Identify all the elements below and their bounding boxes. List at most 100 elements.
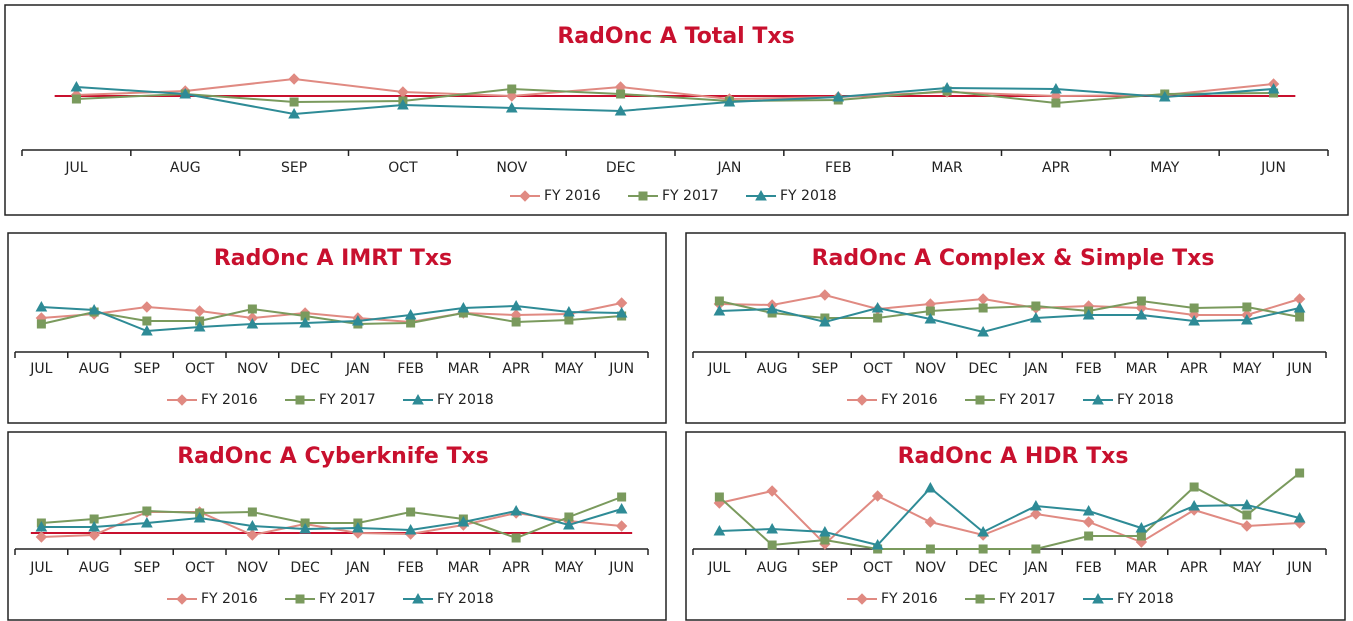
data-point [820, 535, 830, 545]
data-point [247, 304, 257, 314]
x-tick-label: JUN [608, 361, 634, 377]
data-point [924, 481, 937, 493]
x-tick-label: SEP [281, 160, 307, 176]
data-point [179, 87, 192, 99]
legend-label: FY 2016 [881, 591, 938, 607]
data-point [247, 507, 257, 517]
series-line [41, 302, 622, 324]
x-tick-label: JAN [1023, 560, 1048, 576]
data-point [404, 308, 417, 320]
x-tick-label: AUG [757, 361, 788, 377]
legend-marker [1092, 592, 1104, 604]
legend-marker [1092, 393, 1104, 405]
data-point [289, 97, 299, 107]
series-line [719, 299, 1300, 319]
series-line [41, 508, 622, 532]
data-point [246, 529, 259, 541]
x-tick-label: JAN [345, 560, 370, 576]
x-tick-label: MAY [1232, 361, 1262, 377]
data-point [564, 315, 574, 325]
series-line [719, 489, 1300, 546]
data-point [1031, 301, 1041, 311]
x-tick-label: MAY [554, 560, 584, 576]
data-point [873, 313, 883, 323]
x-tick-label: DEC [968, 361, 998, 377]
data-point [299, 316, 311, 328]
data-point [615, 306, 628, 318]
x-tick-label: AUG [170, 160, 201, 176]
x-tick-label: MAR [931, 160, 963, 176]
data-point [397, 98, 409, 110]
x-tick-label: DEC [606, 160, 636, 176]
data-point [1084, 531, 1094, 541]
data-point [404, 523, 417, 535]
data-point [1188, 499, 1200, 511]
data-point [35, 531, 48, 543]
x-tick-label: JUL [707, 361, 730, 377]
data-point [406, 318, 416, 328]
panel [685, 431, 1346, 621]
data-point [1242, 510, 1252, 520]
data-point [713, 524, 726, 536]
data-point [871, 301, 884, 313]
data-point [88, 303, 100, 315]
legend-marker [176, 593, 188, 605]
data-point [617, 492, 627, 502]
data-point [766, 522, 778, 534]
data-point [819, 315, 831, 327]
data-point [1082, 308, 1095, 320]
x-tick-label: FEB [397, 361, 424, 377]
data-point [832, 90, 845, 102]
data-point [563, 305, 575, 317]
data-point [193, 511, 206, 523]
data-point [511, 317, 521, 327]
x-tick-label: MAY [1232, 560, 1262, 576]
panel [7, 232, 667, 424]
x-tick-label: JAN [345, 361, 370, 377]
legend-label: FY 2018 [780, 188, 837, 204]
legend-label: FY 2018 [437, 591, 494, 607]
chart-title: RadOnc A Complex & Simple Txs [812, 246, 1215, 271]
data-point [614, 104, 627, 116]
data-point [713, 304, 726, 316]
data-point [511, 533, 521, 543]
panel [685, 232, 1346, 424]
data-point [288, 107, 300, 119]
chart-title: RadOnc A IMRT Txs [214, 246, 452, 271]
x-tick-label: NOV [237, 361, 268, 377]
data-point [352, 314, 364, 326]
data-point [299, 522, 311, 534]
x-tick-label: JUN [608, 560, 634, 576]
data-point [1031, 544, 1041, 554]
data-point [978, 303, 988, 313]
series-line [76, 77, 1274, 101]
data-point [1135, 521, 1148, 533]
data-point [288, 73, 300, 85]
data-point [766, 485, 778, 497]
data-point [88, 529, 100, 541]
data-point [1295, 468, 1305, 478]
legend-marker [176, 394, 188, 406]
data-point [406, 507, 416, 517]
data-point [941, 81, 953, 93]
data-point [1030, 499, 1042, 511]
legend-label: FY 2018 [1117, 392, 1174, 408]
data-point [457, 515, 470, 527]
data-point [1135, 308, 1148, 320]
data-point [871, 538, 884, 550]
x-tick-label: JUL [29, 560, 52, 576]
x-tick-label: OCT [185, 560, 215, 576]
data-point [35, 300, 48, 312]
x-tick-label: APR [502, 361, 530, 377]
legend-label: FY 2018 [437, 392, 494, 408]
series-line [718, 472, 1301, 550]
x-tick-label: FEB [1075, 560, 1102, 576]
chart-title: RadOnc A Cyberknife Txs [177, 444, 489, 469]
series-line [41, 307, 622, 326]
data-point [977, 525, 989, 537]
data-point [70, 80, 83, 92]
data-point [1082, 504, 1095, 516]
x-tick-label: AUG [757, 560, 788, 576]
data-point [1188, 314, 1200, 326]
